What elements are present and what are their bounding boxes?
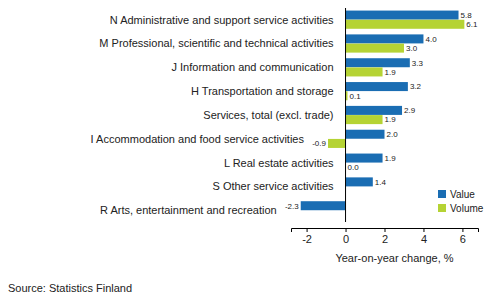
tick-label: 6	[460, 233, 466, 245]
bar	[346, 34, 424, 43]
bar	[346, 44, 404, 53]
axis-line	[292, 229, 479, 233]
source: Source: Statistics Finland	[8, 282, 132, 294]
tick: 6	[460, 228, 466, 245]
tick-label: 4	[421, 233, 427, 245]
data-label: 0.1	[349, 92, 361, 101]
category-label: H Transportation and storage	[191, 85, 333, 97]
data-label: 4.0	[425, 35, 437, 44]
legend-label: Volume	[450, 203, 484, 214]
bar	[346, 115, 383, 124]
data-label: 1.9	[385, 115, 397, 124]
bar	[346, 82, 408, 91]
tick: 2	[382, 228, 388, 245]
x-axis: -2 0 2 4 6	[292, 228, 479, 245]
data-label: 1.9	[385, 154, 397, 163]
tick-mark	[346, 228, 347, 232]
tick-mark	[462, 228, 463, 232]
bar	[346, 106, 402, 115]
bar	[346, 130, 385, 139]
tick-label: 0	[343, 233, 349, 245]
category-label: M Professional, scientific and technical…	[99, 37, 334, 49]
category-label: J Information and communication	[172, 61, 334, 73]
axis-title: Year-on-year change, %	[335, 252, 453, 264]
category-label: N Administrative and support service act…	[110, 14, 334, 26]
bar	[346, 20, 465, 29]
legend-label: Value	[450, 189, 475, 200]
bar	[346, 11, 459, 20]
data-label: 1.4	[375, 178, 387, 187]
data-label: 3.2	[410, 82, 422, 91]
bar	[346, 58, 410, 67]
zero-line	[345, 8, 346, 222]
bar	[328, 139, 346, 148]
data-label: 5.8	[461, 11, 473, 20]
legend-swatch	[438, 190, 446, 198]
chart: 5.8 4.0 3.3 3.2 2.9 2.0 1.9 1.4 -2.3 6.1 3.0 1.9 0.1…	[0, 0, 493, 304]
tick-label: 2	[382, 233, 388, 245]
tick: -2	[302, 228, 312, 245]
tick: 4	[421, 228, 427, 245]
data-label: 1.9	[385, 68, 397, 77]
category-label: Services, total (excl. trade)	[203, 109, 333, 121]
legend-swatch	[438, 204, 446, 212]
tick-mark	[423, 228, 424, 232]
category-label: I Accommodation and food service activit…	[91, 133, 305, 145]
data-label: 0.0	[348, 163, 360, 172]
category-label: R Arts, entertainment and recreation	[100, 204, 277, 216]
tick-mark	[385, 228, 386, 232]
data-label: 3.3	[412, 59, 424, 68]
legend: Value Volume	[438, 189, 484, 214]
category-labels: N Administrative and support service act…	[91, 14, 334, 217]
data-label: 2.0	[387, 130, 399, 139]
data-label: -2.3	[285, 202, 299, 211]
data-label: 6.1	[466, 20, 478, 29]
bar	[301, 201, 346, 210]
category-label: L Real estate activities	[224, 157, 334, 169]
tick: 0	[343, 228, 349, 245]
category-label: S Other service activities	[212, 180, 334, 192]
data-label: -0.9	[312, 139, 326, 148]
data-label: 2.9	[404, 106, 416, 115]
bar	[346, 67, 383, 76]
tick-label: -2	[302, 233, 312, 245]
data-label: 3.0	[406, 44, 418, 53]
tick-mark	[307, 228, 308, 232]
bar	[346, 154, 383, 163]
bar	[346, 177, 373, 186]
